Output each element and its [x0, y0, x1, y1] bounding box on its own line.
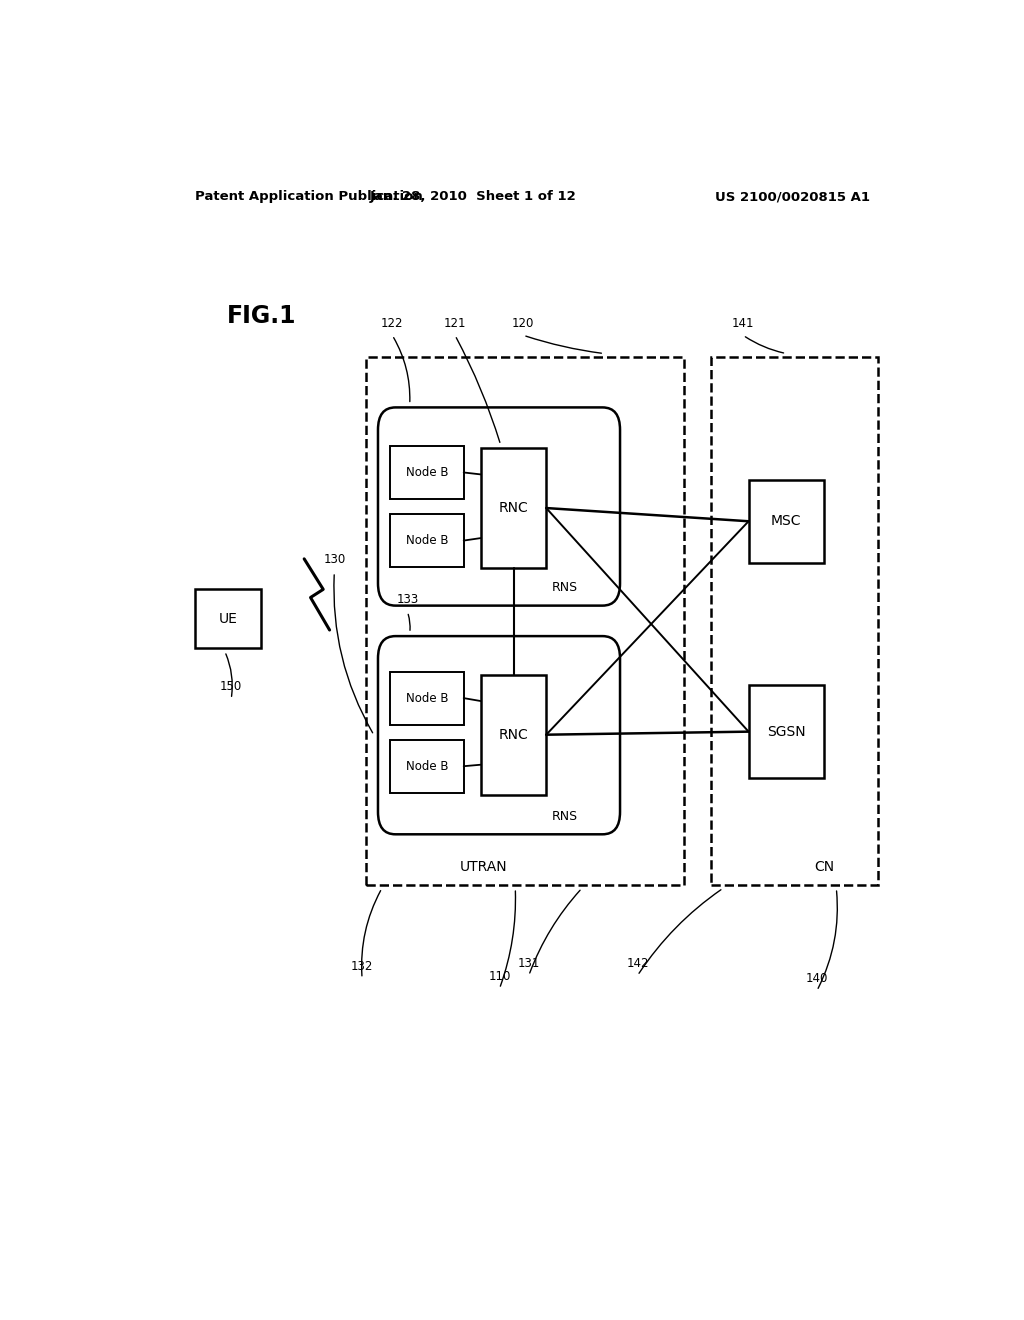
- Text: 133: 133: [396, 593, 419, 606]
- FancyBboxPatch shape: [378, 636, 620, 834]
- Text: 130: 130: [324, 553, 345, 566]
- Bar: [390, 515, 464, 568]
- Text: Patent Application Publication: Patent Application Publication: [196, 190, 423, 203]
- Bar: [390, 446, 464, 499]
- Bar: [712, 356, 878, 886]
- Text: 120: 120: [512, 317, 535, 330]
- Text: CN: CN: [814, 859, 835, 874]
- Bar: [749, 685, 824, 779]
- Text: SGSN: SGSN: [767, 725, 806, 739]
- Text: Node B: Node B: [406, 692, 449, 705]
- FancyBboxPatch shape: [378, 408, 620, 606]
- Text: RNC: RNC: [499, 502, 528, 515]
- Text: RNC: RNC: [499, 727, 528, 742]
- Bar: [196, 589, 260, 648]
- Text: MSC: MSC: [771, 515, 802, 528]
- Text: 110: 110: [488, 970, 511, 983]
- Text: 140: 140: [806, 972, 828, 985]
- Text: 121: 121: [443, 317, 466, 330]
- Bar: [390, 739, 464, 792]
- Text: 131: 131: [517, 957, 540, 970]
- Text: US 2100/0020815 A1: US 2100/0020815 A1: [715, 190, 870, 203]
- Text: RNS: RNS: [551, 809, 578, 822]
- Text: 141: 141: [732, 317, 755, 330]
- Text: 122: 122: [381, 317, 403, 330]
- Text: 142: 142: [627, 957, 649, 970]
- Text: 132: 132: [351, 960, 374, 973]
- Bar: [390, 672, 464, 725]
- Text: Jan. 28, 2010  Sheet 1 of 12: Jan. 28, 2010 Sheet 1 of 12: [370, 190, 577, 203]
- Bar: [749, 479, 824, 562]
- Text: Node B: Node B: [406, 760, 449, 772]
- Bar: [481, 675, 546, 795]
- Text: UTRAN: UTRAN: [460, 859, 507, 874]
- Text: UE: UE: [218, 612, 238, 626]
- Text: Node B: Node B: [406, 535, 449, 546]
- Text: FIG.1: FIG.1: [227, 304, 297, 327]
- Text: Node B: Node B: [406, 466, 449, 479]
- Bar: [481, 447, 546, 568]
- Text: 150: 150: [220, 680, 243, 693]
- Bar: [367, 356, 684, 886]
- Text: RNS: RNS: [551, 581, 578, 594]
